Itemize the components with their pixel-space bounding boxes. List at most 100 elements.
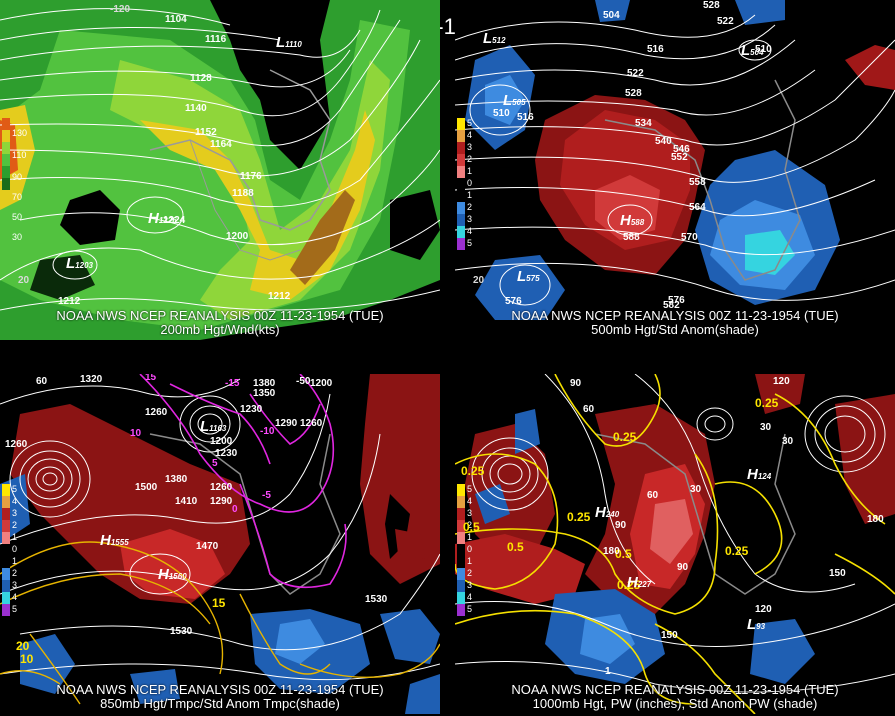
legend-label: 1 [12,556,18,566]
caption-line-2: 500mb Hgt/Std Anom(shade) [591,322,759,337]
panel-850mb: 5 4 3 2 1 0 1 2 3 4 5 1320 1260 1260 138… [0,374,440,714]
contour-label: 522 [627,68,644,79]
pressure-center: L575 [517,268,540,285]
temp-label: 0.5 [507,540,524,554]
contour-label: 1260 [300,418,323,429]
legend-label: 1 [467,532,473,542]
temp-label: 0.25 [725,544,749,558]
contour-label: 510 [493,108,510,119]
anomaly-colorbar [2,484,10,616]
legend-label: 5 [12,604,18,614]
contour-label: 150 [661,630,678,641]
contour-label: 522 [717,16,734,27]
caption-line-1: NOAA NWS NCEP REANALYSIS 00Z 11-23-1954 … [511,682,839,697]
caption-line-1: NOAA NWS NCEP REANALYSIS 00Z 11-23-1954 … [511,308,839,323]
contour-label: 120 [755,604,772,615]
contour-label: 570 [681,232,698,243]
pressure-center: L504 [741,42,764,59]
legend-label: 4 [12,592,18,602]
temp-label: 0.25 [617,578,641,592]
contour-label: 582 [663,300,680,311]
legend-label: 4 [12,496,18,506]
legend-label: 4 [467,130,473,140]
contour-label: 576 [505,296,522,307]
contour-label: 90 [677,562,689,573]
legend-label: 5 [467,238,473,248]
legend-label: 3 [12,508,18,518]
temp-label: 20 [16,639,30,653]
pressure-center: L1163 [200,418,227,435]
contour-label: 1290 [275,418,298,429]
contour-label: 1152 [195,127,217,138]
contour-label: 1380 [165,474,188,485]
contour-label: 1350 [253,388,276,399]
legend-label: 5 [467,484,473,494]
contour-label: 1200 [226,231,249,242]
contour-label: 1230 [240,404,263,415]
contour-label: 1188 [232,188,254,199]
contour-label: 60 [583,404,595,415]
legend-label: 3 [12,580,18,590]
legend-label: 1 [467,556,473,566]
temp-label: 10 [20,652,34,666]
legend-label: 1 [467,166,473,176]
legend-label: 5 [12,484,18,494]
contour-label: 516 [517,112,534,123]
panel-1000mb: 5 4 3 2 1 0 1 2 3 4 5 90 60 120 0.25 0.2… [455,374,895,714]
contour-label: 540 [655,136,672,147]
pressure-center: L512 [483,30,506,47]
mag-label: -5 [262,490,271,501]
caption-line-2: 1000mb Hgt, PW (inches), Std Anom PW (sh… [532,696,818,711]
contour-label: 576 [668,295,685,306]
map-200mb [0,0,440,340]
contour-label: 150 [829,568,846,579]
contour-label: 20 [18,275,30,286]
contour-label: 1 [605,666,611,677]
contour-label: 534 [635,118,652,129]
mag-label: -15 [225,378,240,389]
anomaly-colorbar [457,484,465,616]
mag-label: -10 [260,426,275,437]
contour-label: 1380 [253,378,276,389]
temp-label: 0.25 [613,430,637,444]
contour-label: 30 [690,484,702,495]
contour-label: 558 [689,177,706,188]
contour-label: 1176 [240,171,262,182]
pressure-center: H240 [595,504,620,521]
legend-label: 110 [12,150,27,160]
caption-line-2: 200mb Hgt/Wnd(kts) [160,322,280,337]
contour-label: 588 [623,232,640,243]
legend-label: 2 [467,154,473,164]
legend-label: 0 [12,544,18,554]
legend-label: 1 [467,190,473,200]
contour-label: 1224 [163,215,186,226]
panel-500mb: 5 4 3 2 1 0 1 2 3 4 5 504 510 516 522 52… [455,0,895,340]
contour-label: 90 [570,378,582,389]
contour-label: 528 [625,88,642,99]
pressure-center: H588 [620,212,645,229]
anomaly-colorbar [457,118,465,250]
legend-label: 70 [12,192,23,202]
contour-label: 1128 [190,73,212,84]
wind-speed-colorbar [2,118,10,190]
legend-label: 0 [467,178,473,188]
pressure-center: H1226 [148,210,177,227]
legend-label: 4 [467,226,473,236]
legend-label: 4 [467,496,473,506]
mag-label: 5 [212,458,218,469]
temp-label: 0.25 [461,464,485,478]
contour-label: 564 [689,202,706,213]
contour-label: 1212 [58,296,81,307]
contour-label: 90 [615,520,627,531]
legend-label: 3 [467,580,473,590]
legend-label: 2 [12,568,18,578]
contour-label: 1212 [268,291,291,302]
temp-label: 0.25 [567,510,591,524]
panel-200mb: 130 110 90 70 50 30 1104 1116 1128 1140 … [0,0,440,340]
contour-label: 1260 [5,439,28,450]
contour-label: 180 [867,514,884,525]
legend-label: 0 [467,544,473,554]
contour-label: 20 [473,275,485,286]
contour-label: 552 [671,152,688,163]
contour-label: 1200 [210,436,233,447]
